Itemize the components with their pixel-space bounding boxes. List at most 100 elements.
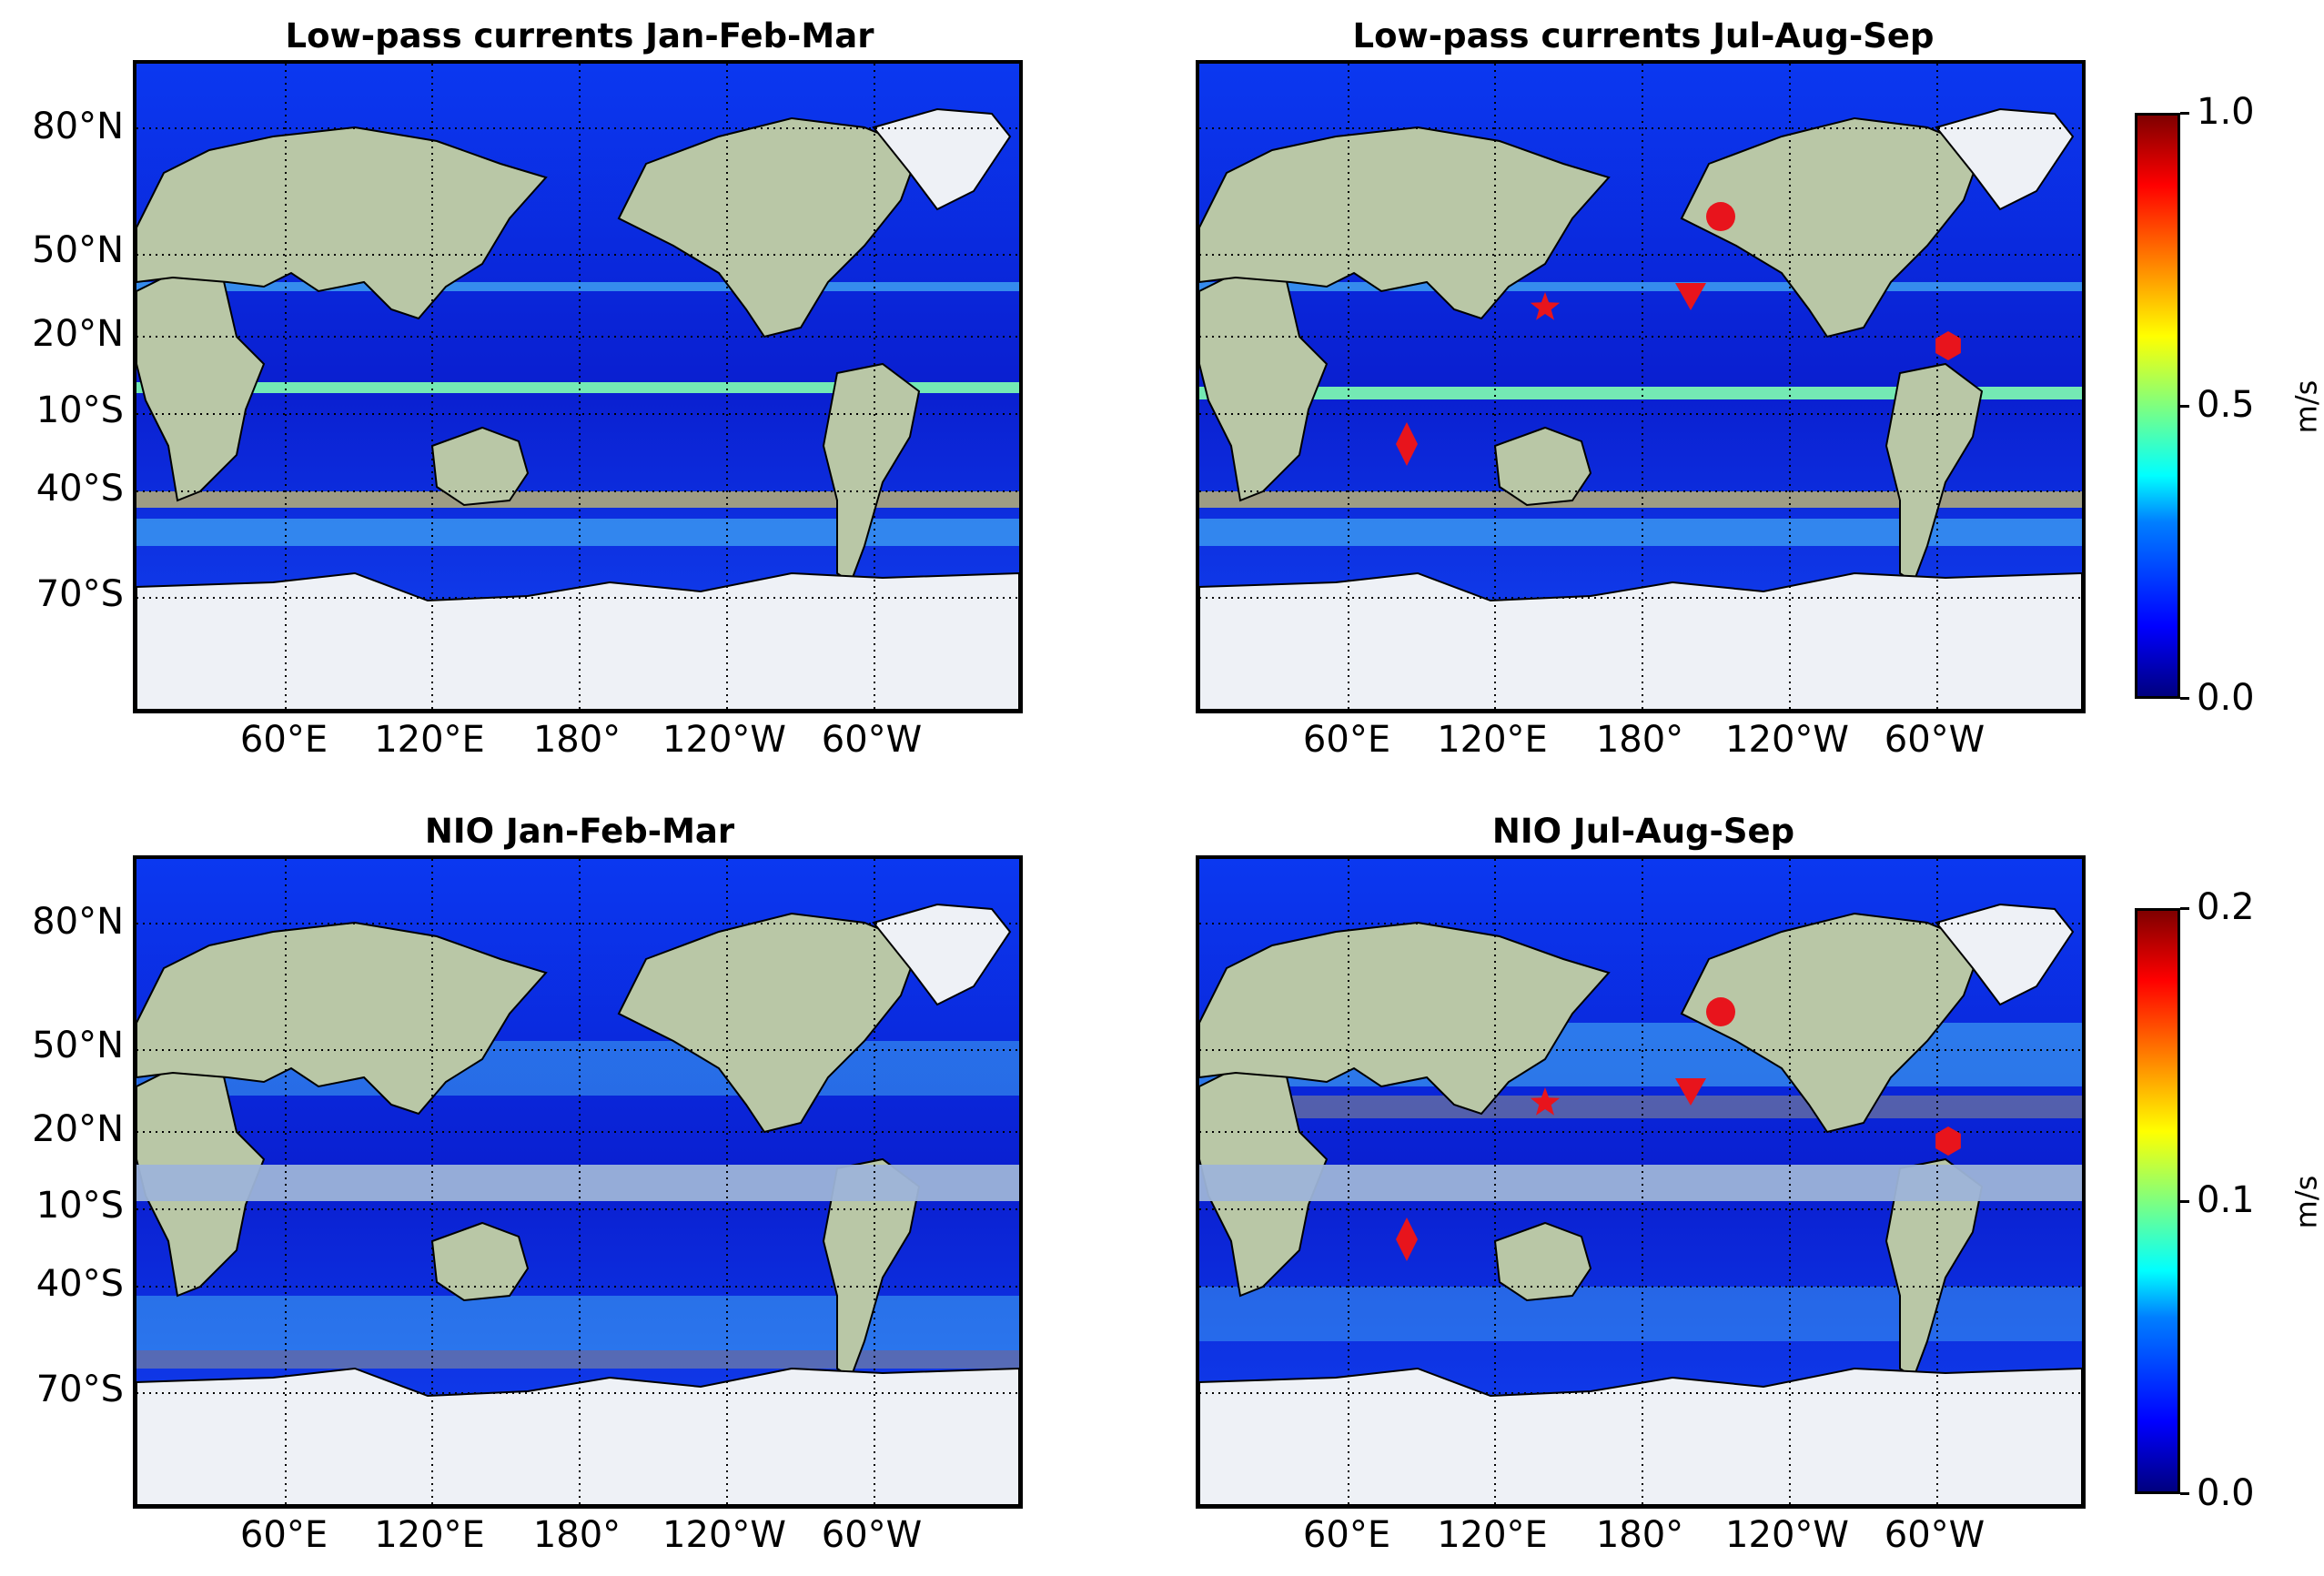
map-panel-low-pass-jfm	[133, 60, 1023, 713]
hexagon-marker	[1935, 331, 1961, 360]
eurasia-landmass	[1199, 921, 1611, 1116]
lat-label: 80°N	[32, 106, 124, 147]
diamond-marker	[1396, 422, 1418, 466]
lon-label: 60°E	[1302, 1514, 1391, 1556]
colorbar-mid-label: 0.5	[2197, 384, 2255, 426]
map-canvas	[1199, 859, 2082, 1505]
current-band	[1199, 282, 2082, 291]
circle-marker	[1706, 997, 1735, 1026]
colorbar-mid-label: 0.1	[2197, 1179, 2255, 1221]
lon-label: 120°W	[662, 719, 786, 761]
triangle-down-marker	[1675, 283, 1706, 310]
north-america-landmass	[1680, 116, 1984, 338]
greenland-landmass	[1935, 107, 2075, 211]
current-band	[136, 519, 1019, 546]
lat-label: 10°S	[35, 389, 124, 431]
current-band	[136, 491, 1019, 508]
masked-equatorial-band	[1199, 1165, 2082, 1201]
star-marker	[1530, 1087, 1561, 1116]
diamond-marker	[1396, 1217, 1418, 1261]
lat-label: 20°N	[32, 313, 124, 355]
greenland-landmass	[1935, 903, 2075, 1006]
colorbar-tick	[2180, 405, 2189, 408]
map-panel-nio-jfm	[133, 855, 1023, 1509]
australia-landmass	[430, 1221, 530, 1302]
lon-label: 180°	[1595, 1514, 1684, 1556]
north-america-landmass	[1680, 912, 1984, 1134]
lon-label: 180°	[1595, 719, 1684, 761]
lon-label: 60°E	[239, 1514, 328, 1556]
lon-label: 60°W	[1884, 1514, 1986, 1556]
hexagon-marker	[1935, 1126, 1961, 1156]
lat-label: 50°N	[32, 229, 124, 271]
panel-title-low-pass-jfm: Low-pass currents Jan-Feb-Mar	[285, 16, 874, 56]
lat-label: 40°S	[35, 1263, 124, 1305]
map-panel-nio-jas	[1196, 855, 2086, 1509]
colorbar-min-label: 0.0	[2197, 677, 2255, 719]
lat-label: 70°S	[35, 1369, 124, 1410]
south-america-landmass	[1884, 362, 1984, 584]
lat-label: 40°S	[35, 468, 124, 510]
lon-label: 120°W	[1725, 1514, 1849, 1556]
panel-title-nio-jas: NIO Jul-Aug-Sep	[1491, 812, 1795, 851]
colorbar-tick	[2180, 1492, 2189, 1495]
colorbar-tick	[2180, 112, 2189, 115]
colorbar-tick	[2180, 907, 2189, 910]
current-band	[136, 1350, 1019, 1369]
antarctica-landmass	[1199, 1367, 2082, 1505]
colorbar-max-label: 0.2	[2197, 886, 2255, 928]
colorbar-tick	[2180, 697, 2189, 700]
lon-label: 120°W	[662, 1514, 786, 1556]
map-canvas	[136, 64, 1019, 710]
lon-label: 120°E	[374, 1514, 485, 1556]
australia-landmass	[1493, 426, 1592, 507]
current-band	[1199, 519, 2082, 546]
map-canvas	[136, 859, 1019, 1505]
lon-label: 60°W	[821, 1514, 923, 1556]
current-band	[136, 382, 1019, 393]
lon-label: 120°E	[374, 719, 485, 761]
australia-landmass	[1493, 1221, 1592, 1302]
lon-label: 120°W	[1725, 719, 1849, 761]
star-marker	[1530, 292, 1561, 320]
current-band	[136, 282, 1019, 291]
lat-label: 20°N	[32, 1108, 124, 1150]
lon-label: 180°	[532, 1514, 621, 1556]
eurasia-landmass	[136, 126, 548, 320]
lat-label: 70°S	[35, 573, 124, 615]
south-america-landmass	[822, 362, 921, 584]
lat-label: 50°N	[32, 1025, 124, 1066]
antarctica-landmass	[1199, 571, 2082, 710]
lon-label: 120°E	[1437, 1514, 1548, 1556]
map-panel-low-pass-jas	[1196, 60, 2086, 713]
antarctica-landmass	[136, 571, 1019, 710]
lat-label: 10°S	[35, 1185, 124, 1227]
current-band	[1199, 1096, 2082, 1118]
antarctica-landmass	[136, 1367, 1019, 1505]
lon-label: 60°E	[1302, 719, 1391, 761]
panel-title-nio-jfm: NIO Jan-Feb-Mar	[424, 812, 735, 851]
masked-equatorial-band	[136, 1165, 1019, 1201]
triangle-down-marker	[1675, 1078, 1706, 1106]
current-band	[1199, 491, 2082, 508]
lon-label: 120°E	[1437, 719, 1548, 761]
lon-label: 60°W	[1884, 719, 1986, 761]
lon-label: 60°E	[239, 719, 328, 761]
current-band	[136, 1296, 1019, 1350]
lat-label: 80°N	[32, 901, 124, 943]
colorbar-unit-label: m/s	[2289, 379, 2324, 434]
panel-title-low-pass-jas: Low-pass currents Jul-Aug-Sep	[1352, 16, 1935, 56]
lon-label: 180°	[532, 719, 621, 761]
eurasia-landmass	[136, 921, 548, 1116]
greenland-landmass	[872, 107, 1012, 211]
colorbar-nio	[2135, 908, 2180, 1494]
colorbar-max-label: 1.0	[2197, 91, 2255, 133]
greenland-landmass	[872, 903, 1012, 1006]
colorbar-min-label: 0.0	[2197, 1472, 2255, 1514]
current-band	[1199, 387, 2082, 399]
colorbar-tick	[2180, 1200, 2189, 1203]
north-america-landmass	[617, 912, 921, 1134]
current-band	[1199, 1287, 2082, 1341]
colorbar-low-pass	[2135, 113, 2180, 699]
north-america-landmass	[617, 116, 921, 338]
